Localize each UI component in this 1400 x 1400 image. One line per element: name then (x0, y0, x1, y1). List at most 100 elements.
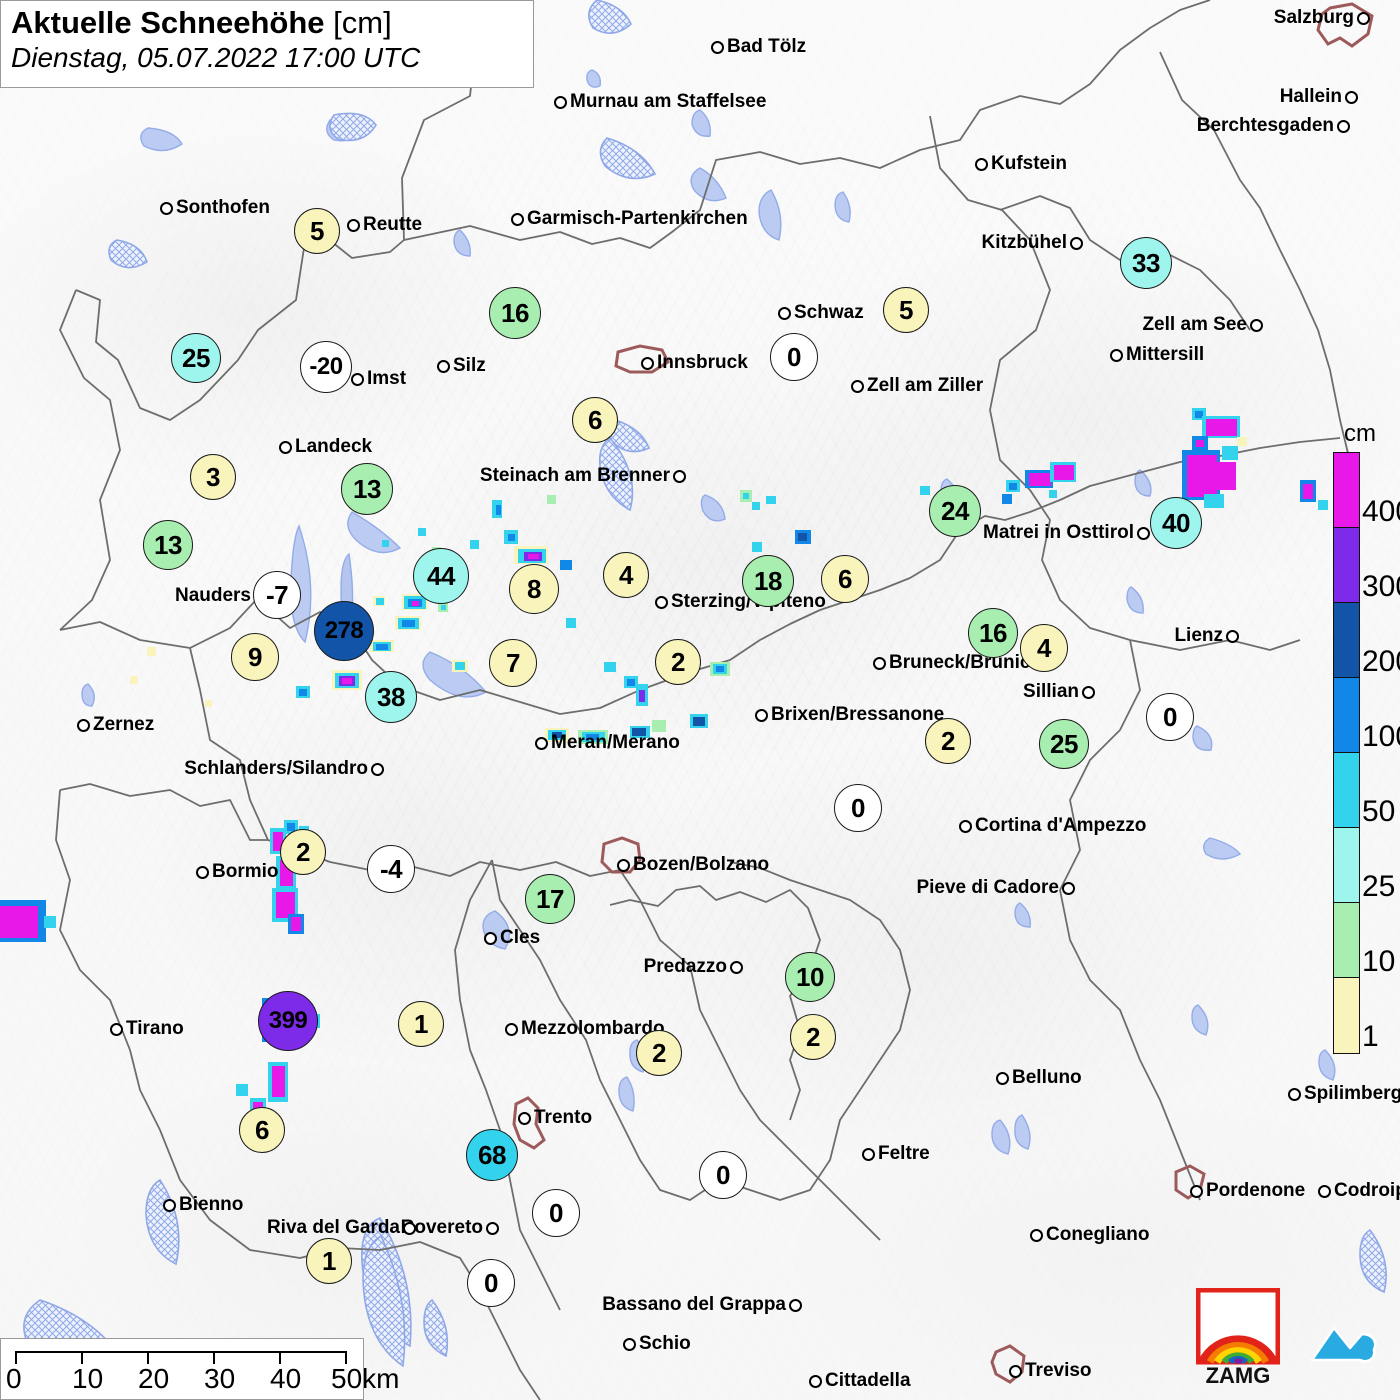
city-marker: Kitzbühel (982, 232, 1083, 254)
station-value-marker[interactable]: 2 (790, 1014, 836, 1060)
city-marker: Sterzing/Vipiteno (655, 591, 826, 613)
city-label: Trento (534, 1107, 593, 1128)
station-value-marker[interactable]: 17 (525, 874, 575, 924)
station-value-marker[interactable]: 1 (306, 1238, 352, 1284)
station-value-marker[interactable]: 278 (314, 601, 374, 661)
station-value-text: 2 (806, 1021, 820, 1052)
city-label: Mezzolombardo (521, 1018, 665, 1039)
station-value-marker[interactable]: -4 (367, 845, 415, 893)
station-value-marker[interactable]: 7 (489, 639, 537, 687)
station-value-marker[interactable]: 2 (655, 639, 701, 685)
city-dot-icon (789, 1298, 802, 1312)
station-value-marker[interactable]: 33 (1120, 237, 1172, 289)
station-value-marker[interactable]: 0 (770, 333, 818, 381)
station-value-marker[interactable]: 0 (834, 784, 882, 832)
geosphere-mountain-cloud-icon[interactable] (1308, 1314, 1380, 1370)
station-value-text: 40 (1162, 507, 1190, 538)
city-marker: Berchtesgaden (1197, 115, 1350, 137)
station-value-marker[interactable]: 4 (603, 552, 649, 598)
city-marker: Conegliano (1030, 1224, 1149, 1246)
city-label: Steinach am Brenner (479, 465, 670, 486)
station-value-marker[interactable]: 6 (239, 1107, 285, 1153)
colorbar-tick-label: 200 (1362, 645, 1400, 678)
city-dot-icon (623, 1337, 636, 1351)
city-label: Meran/Merano (551, 732, 680, 753)
city-dot-icon (511, 212, 524, 226)
station-value-marker[interactable]: 25 (171, 333, 221, 383)
station-value-marker[interactable]: -7 (253, 571, 301, 619)
station-value-marker[interactable]: 38 (365, 671, 417, 723)
station-value-marker[interactable]: 2 (636, 1030, 682, 1076)
city-marker: Innsbruck (641, 352, 748, 374)
station-value-marker[interactable]: 399 (258, 991, 318, 1051)
station-value-marker[interactable]: 25 (1039, 719, 1089, 769)
city-dot-icon (279, 440, 292, 454)
station-value-marker[interactable]: 13 (341, 463, 393, 515)
city-dot-icon (1070, 236, 1083, 250)
station-value-text: 16 (979, 617, 1007, 648)
station-value-marker[interactable]: 18 (742, 555, 794, 607)
station-value-marker[interactable]: 5 (883, 287, 929, 333)
city-label: Zell am See (1142, 314, 1247, 335)
city-marker: Sonthofen (160, 197, 270, 219)
scale-bar-tick (213, 1351, 215, 1364)
station-value-marker[interactable]: 0 (467, 1259, 515, 1307)
station-value-text: 6 (838, 563, 852, 594)
city-marker: Imst (351, 368, 406, 390)
station-value-marker[interactable]: 8 (509, 564, 559, 614)
station-value-marker[interactable]: 16 (489, 287, 541, 339)
station-value-marker[interactable]: 13 (143, 520, 193, 570)
station-value-marker[interactable]: 10 (785, 952, 835, 1002)
station-value-marker[interactable]: 5 (294, 208, 340, 254)
station-value-marker[interactable]: 44 (413, 548, 469, 604)
city-dot-icon (347, 218, 360, 232)
city-dot-icon (1009, 1364, 1022, 1378)
colorbar-tick-label: 10 (1362, 945, 1396, 978)
station-value-marker[interactable]: 6 (572, 397, 618, 443)
station-value-text: 0 (851, 792, 865, 823)
scale-bar-axis (15, 1351, 345, 1353)
city-dot-icon (641, 356, 654, 370)
colorbar-band (1334, 678, 1359, 753)
station-value-text: 6 (255, 1114, 269, 1145)
station-value-marker[interactable]: 6 (821, 555, 869, 603)
station-value-text: 44 (427, 560, 455, 591)
station-value-marker[interactable]: 1 (398, 1001, 444, 1047)
station-value-marker[interactable]: 0 (532, 1189, 580, 1237)
city-dot-icon (1190, 1184, 1203, 1198)
city-dot-icon (1062, 881, 1075, 895)
colorbar-tick-label: 25 (1362, 870, 1396, 903)
station-value-marker[interactable]: 24 (929, 485, 981, 537)
scale-bar-tick (81, 1351, 83, 1364)
station-value-text: -20 (309, 353, 343, 380)
city-label: Spilimbergo (1304, 1083, 1400, 1104)
station-value-marker[interactable]: 4 (1020, 624, 1068, 672)
station-value-marker[interactable]: 68 (466, 1129, 518, 1181)
city-marker: Murnau am Staffelsee (554, 91, 766, 113)
city-dot-icon (505, 1022, 518, 1036)
station-value-marker[interactable]: 2 (280, 829, 326, 875)
city-marker: Landeck (279, 436, 372, 458)
station-value-text: 4 (1037, 632, 1051, 663)
station-value-marker[interactable]: 0 (1146, 693, 1194, 741)
station-value-text: 0 (716, 1159, 730, 1190)
page-title: Aktuelle Schneehöhe [cm] (11, 5, 523, 41)
station-value-marker[interactable]: 3 (190, 454, 236, 500)
city-dot-icon (163, 1198, 176, 1212)
colorbar-tick-label: 50 (1362, 795, 1396, 828)
city-marker: Schio (623, 1333, 691, 1355)
city-marker: Zernez (77, 714, 154, 736)
zamg-logo[interactable]: ZAMG (1196, 1288, 1280, 1388)
station-value-marker[interactable]: 0 (699, 1151, 747, 1199)
station-value-marker[interactable]: 9 (231, 633, 279, 681)
city-marker: Mittersill (1110, 344, 1204, 366)
station-value-marker[interactable]: -20 (300, 341, 352, 393)
city-dot-icon (554, 95, 567, 109)
city-label: Sonthofen (176, 197, 270, 218)
station-value-marker[interactable]: 40 (1150, 497, 1202, 549)
city-marker: Riva del Garda (267, 1217, 416, 1239)
station-value-marker[interactable]: 2 (925, 718, 971, 764)
title-card: Aktuelle Schneehöhe [cm] Dienstag, 05.07… (0, 0, 534, 88)
station-value-marker[interactable]: 16 (968, 608, 1018, 658)
